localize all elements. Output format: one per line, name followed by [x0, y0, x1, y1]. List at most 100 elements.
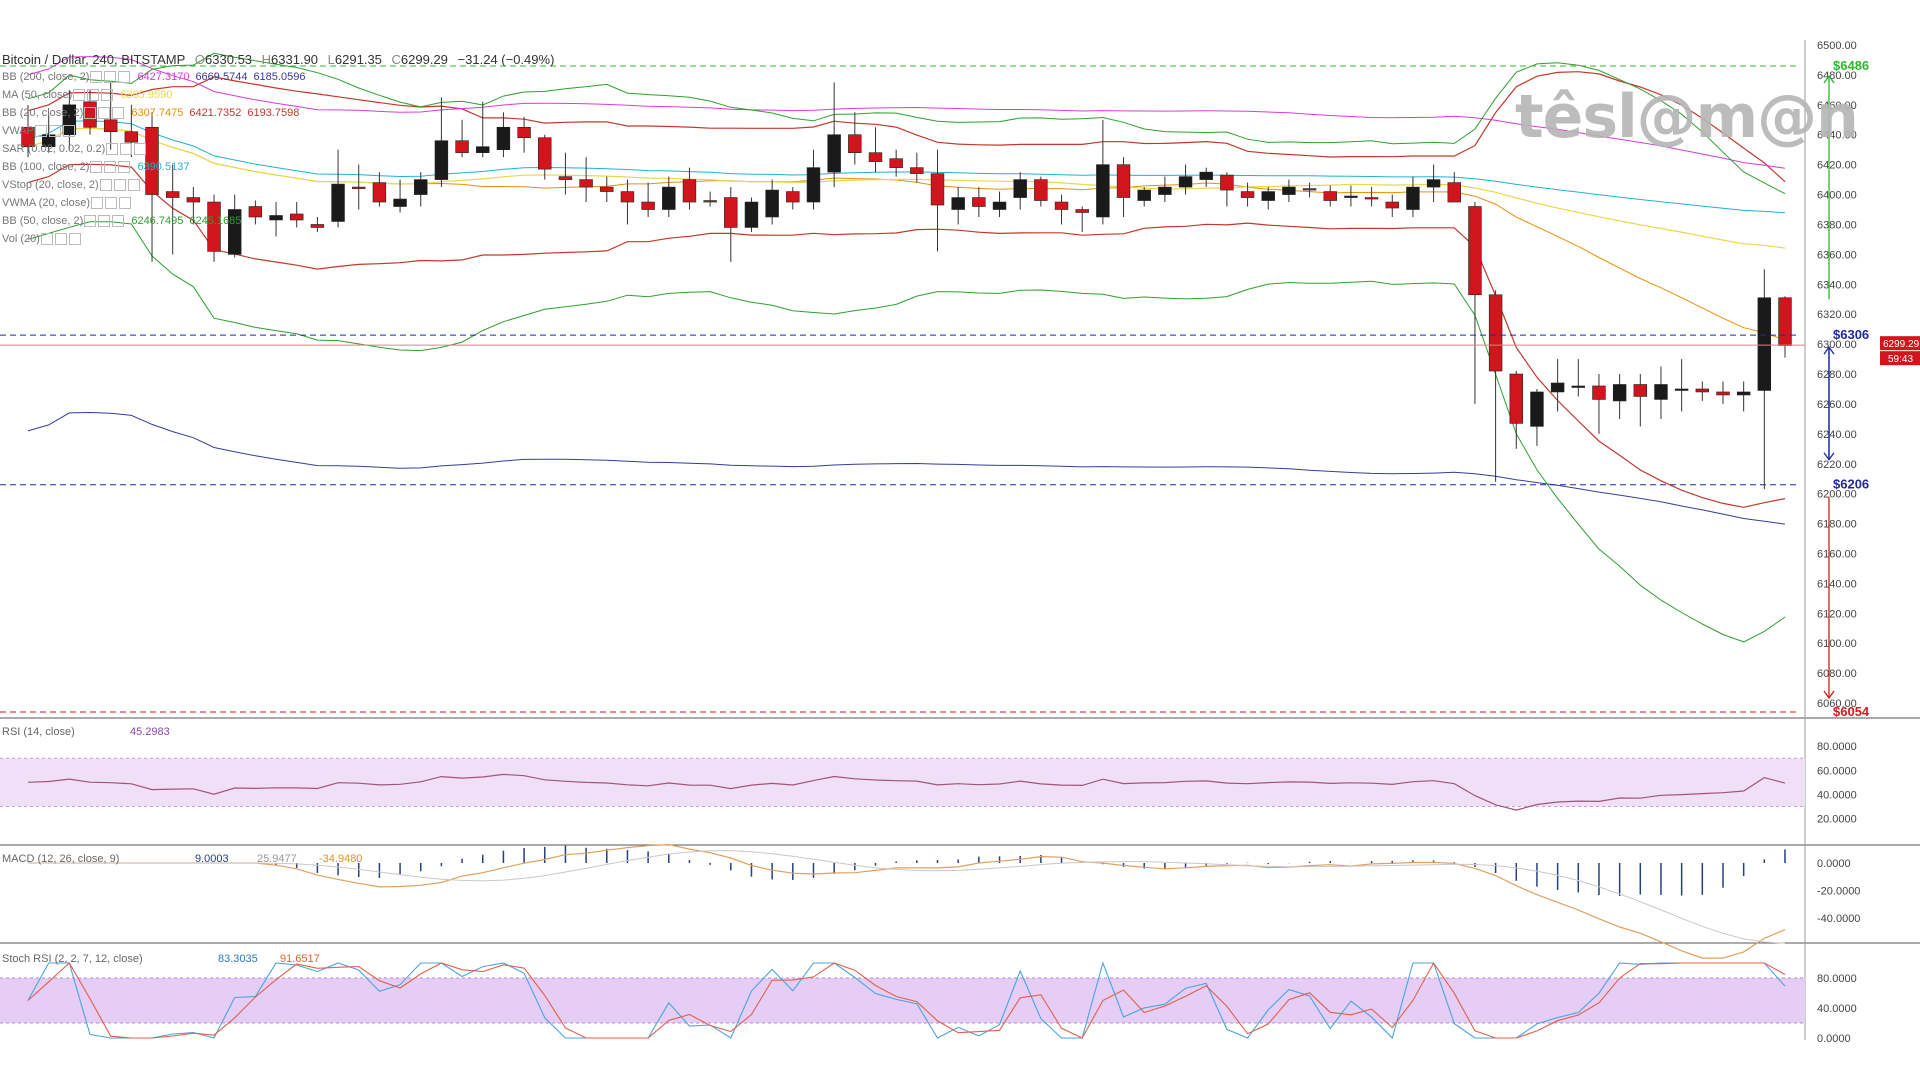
candle-body	[352, 186, 366, 189]
price-tick-label: 6120.00	[1817, 608, 1857, 620]
legend-control-icon[interactable]	[98, 215, 111, 228]
legend-control-icon[interactable]	[87, 89, 100, 102]
price-tick-label: 6080.00	[1817, 668, 1857, 680]
legend-control-icon[interactable]	[73, 89, 86, 102]
legend-control-icon[interactable]	[119, 197, 132, 210]
stoch-tick-label: 0.0000	[1817, 1033, 1851, 1045]
price-tick-label: 6380.00	[1817, 219, 1857, 231]
candle-body	[868, 152, 883, 162]
candle-body	[124, 131, 139, 143]
legend-row[interactable]: VWMA (20, close)	[2, 194, 132, 212]
macd-tick-label: -20.0000	[1817, 886, 1860, 898]
legend-row[interactable]: VWAP	[2, 122, 76, 140]
candle-body	[1178, 176, 1193, 188]
legend-control-icon[interactable]	[118, 161, 131, 174]
stoch-title-value: 91.6517	[280, 953, 320, 965]
macd-title-value: 9.0003	[195, 853, 229, 865]
legend-value: 6365.9590	[120, 89, 173, 101]
open-value: O6330.53	[194, 52, 253, 67]
candle-body	[269, 215, 283, 221]
legend-value: 6245.1685	[189, 215, 242, 227]
candle-body	[1323, 191, 1337, 201]
legend-control-icon[interactable]	[84, 107, 97, 120]
candle-body	[992, 201, 1007, 210]
legend-value: 6307.7475	[131, 107, 184, 119]
legend-control-icon[interactable]	[35, 125, 47, 138]
rsi-line	[27, 773, 1786, 811]
legend-indicator-name: BB (20, close, 2)	[2, 107, 84, 119]
price-tick-label: 6160.00	[1817, 548, 1857, 560]
legend-control-icon[interactable]	[90, 71, 103, 84]
legend-control-icon[interactable]	[112, 107, 125, 120]
legend-control-icon[interactable]	[99, 179, 112, 192]
legend-control-icon[interactable]	[84, 215, 97, 228]
legend-control-icon[interactable]	[127, 179, 140, 192]
candle-body	[1096, 164, 1110, 218]
legend-row[interactable]: MA (50, close) 6365.9590	[2, 86, 172, 104]
candle-body	[1468, 206, 1482, 296]
legend-control-icon[interactable]	[101, 89, 114, 102]
candle-body	[496, 126, 511, 150]
candle-body	[393, 198, 407, 207]
legend-row[interactable]: BB (100, close, 2) 6390.5137	[2, 158, 189, 176]
rsi-tick-label: 40.0000	[1817, 789, 1857, 801]
legend-control-icon[interactable]	[91, 197, 104, 210]
legend-control-icon[interactable]	[68, 233, 81, 246]
legend-control-icon[interactable]	[104, 161, 117, 174]
candle-body	[1137, 189, 1151, 201]
macd-title-value: 25.9477	[257, 853, 297, 865]
legend-row[interactable]: VStop (20, close, 2)	[2, 176, 141, 194]
legend-indicator-name: BB (50, close, 2)	[2, 215, 84, 227]
legend-row[interactable]: Vol (20)	[2, 230, 82, 248]
legend-control-icon[interactable]	[106, 143, 119, 156]
legend-indicator-name: Vol (20)	[2, 233, 40, 245]
bb20-lower	[27, 163, 1786, 508]
candle-body	[1571, 385, 1586, 388]
price-tick-label: 6400.00	[1817, 190, 1857, 202]
legend-row[interactable]: SAR (0.02, 0.02, 0.2)	[2, 140, 147, 158]
price-tick-label: 6460.00	[1817, 100, 1857, 112]
candle-body	[682, 179, 697, 203]
legend-row[interactable]: BB (50, close, 2) 6246.7495 6245.1685	[2, 212, 241, 230]
candle-body	[1034, 179, 1048, 201]
legend-control-icon[interactable]	[98, 107, 111, 120]
candle-body	[1757, 297, 1772, 391]
price-tick-label: 6500.00	[1817, 40, 1857, 52]
candle-body	[1385, 201, 1399, 209]
macd-title-value: -34.9480	[319, 853, 362, 865]
bb20-basis	[27, 127, 1786, 341]
legend-row[interactable]: BB (200, close, 2) 6427.3170 6669.5744 6185…	[2, 68, 305, 86]
price-tick-label: 6100.00	[1817, 638, 1857, 650]
legend-control-icon[interactable]	[63, 125, 75, 138]
legend-row[interactable]: BB (20, close, 2) 6307.7475 6421.7352 6193.…	[2, 104, 299, 122]
legend-control-icon[interactable]	[134, 143, 147, 156]
legend-control-icon[interactable]	[112, 215, 125, 228]
legend-control-icon[interactable]	[104, 71, 117, 84]
candle-body	[806, 167, 821, 203]
stoch-d-line	[27, 961, 1786, 1039]
legend-control-icon[interactable]	[90, 161, 103, 174]
legend-control-icon[interactable]	[113, 179, 126, 192]
legend-control-icon[interactable]	[49, 125, 61, 138]
legend-control-icon[interactable]	[120, 143, 133, 156]
legend-control-icon[interactable]	[40, 233, 53, 246]
candle-body	[786, 191, 800, 203]
rsi-title-value: 45.2983	[130, 726, 170, 738]
legend-control-icon[interactable]	[54, 233, 67, 246]
legend-value: 6421.7352	[189, 107, 242, 119]
candle-body	[248, 206, 263, 218]
legend-control-icon[interactable]	[105, 197, 118, 210]
candle-body	[290, 213, 304, 221]
symbol-title[interactable]: Bitcoin / Dollar, 240, BITSTAMP	[2, 52, 186, 67]
candle-body	[476, 146, 490, 153]
stoch-title: Stoch RSI (2, 2, 7, 12, close)	[2, 953, 143, 965]
candle-body	[1013, 179, 1027, 198]
candle-body	[662, 186, 676, 210]
candle-body	[579, 179, 593, 188]
candle-body	[165, 191, 180, 198]
legend-control-icon[interactable]	[118, 71, 131, 84]
stoch-tick-label: 40.0000	[1817, 1003, 1857, 1015]
price-tick-label: 6280.00	[1817, 369, 1857, 381]
candle-body	[1447, 182, 1461, 203]
